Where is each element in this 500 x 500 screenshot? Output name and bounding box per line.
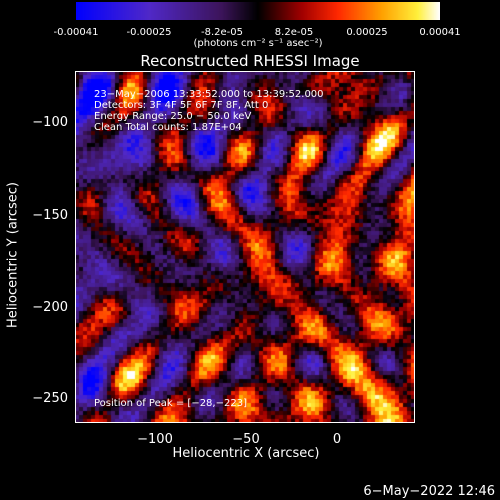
x-axis-label: Heliocentric X (arcsec) bbox=[172, 446, 320, 461]
y-tick-label: −200 bbox=[32, 300, 68, 315]
colorbar-tick: -8.2e-05 bbox=[201, 27, 243, 38]
colorbar-tick: 8.2e-05 bbox=[274, 27, 314, 38]
y-tick-label: −150 bbox=[32, 208, 68, 223]
y-tick-label: −250 bbox=[32, 391, 68, 406]
chart-title: Reconstructed RHESSI Image bbox=[140, 52, 360, 70]
plot-frame bbox=[75, 71, 415, 423]
annotation-detectors: Detectors: 3F 4F 5F 6F 7F 8F, Att 0 bbox=[94, 100, 269, 111]
annotation-peak-position: Position of Peak = [−28,−223] bbox=[94, 398, 247, 409]
annotation-total-counts: Clean Total counts: 1.87E+04 bbox=[94, 122, 242, 133]
y-tick-label: −100 bbox=[32, 115, 68, 130]
x-tick-label: 0 bbox=[332, 432, 342, 447]
timestamp: 6−May−2022 12:46 bbox=[363, 484, 495, 499]
colorbar-tick: -0.00025 bbox=[126, 27, 172, 38]
colorbar bbox=[76, 2, 440, 20]
annotation-energy-range: Energy Range: 25.0 − 50.0 keV bbox=[94, 111, 252, 122]
colorbar-tick: 0.00025 bbox=[346, 27, 388, 38]
colorbar-tick: -0.00041 bbox=[53, 27, 99, 38]
annotation-time-range: 23−May−2006 13:33:52.000 to 13:39:52.000 bbox=[94, 89, 324, 100]
x-tick-label: −50 bbox=[232, 432, 260, 447]
y-axis-label: Heliocentric Y (arcsec) bbox=[5, 182, 21, 328]
heatmap-image bbox=[75, 71, 415, 423]
x-tick-label: −100 bbox=[137, 432, 173, 447]
colorbar-tick: 0.00041 bbox=[419, 27, 461, 38]
colorbar-unit: (photons cm⁻² s⁻¹ asec⁻²) bbox=[193, 38, 323, 49]
